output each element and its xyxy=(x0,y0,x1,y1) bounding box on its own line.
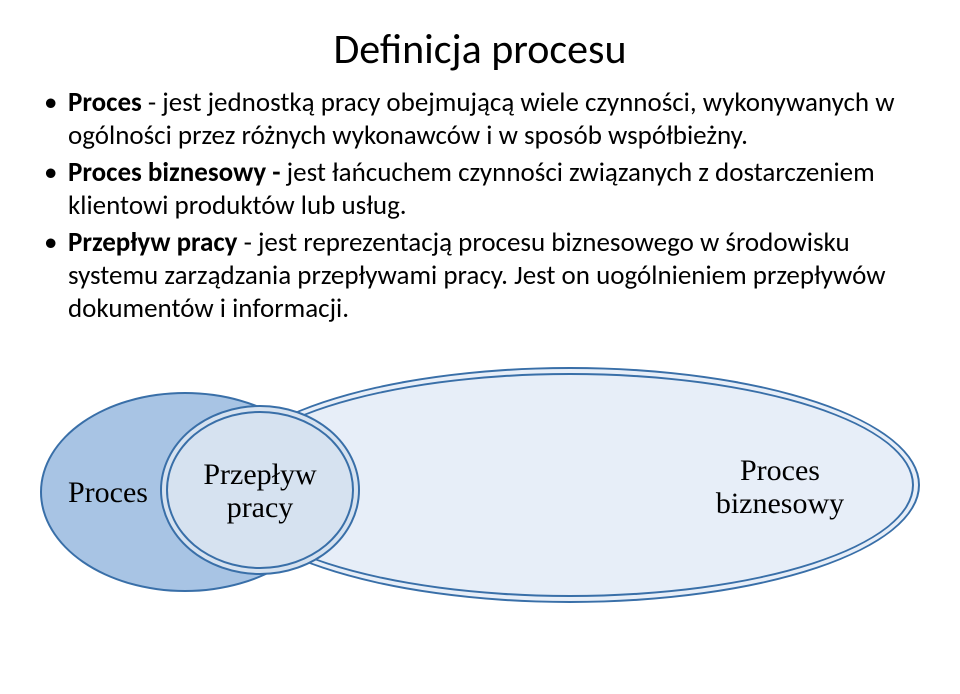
venn-diagram: Proces Procesbiznesowy Przepływpracy xyxy=(40,350,920,630)
bullet-item: Proces - jest jednostką pracy obejmującą… xyxy=(40,87,920,153)
bullet-run: - jest jednostką pracy obejmującą wiele … xyxy=(68,86,895,152)
venn-label-proces: Proces xyxy=(58,476,158,509)
bullet-run: Przepływ pracy xyxy=(68,226,237,259)
bullet-item: Proces biznesowy - jest łańcuchem czynno… xyxy=(40,157,920,223)
venn-label-biznesowy: Procesbiznesowy xyxy=(680,454,880,520)
page-title: Definicja procesu xyxy=(40,24,920,75)
bullet-run: Proces biznesowy - xyxy=(68,156,287,189)
bullet-item: Przepływ pracy - jest reprezentacją proc… xyxy=(40,227,920,326)
bullet-run: Proces xyxy=(68,86,142,119)
venn-label-przeplyw: Przepływpracy xyxy=(180,458,340,524)
bullet-list: Proces - jest jednostką pracy obejmującą… xyxy=(40,87,920,326)
